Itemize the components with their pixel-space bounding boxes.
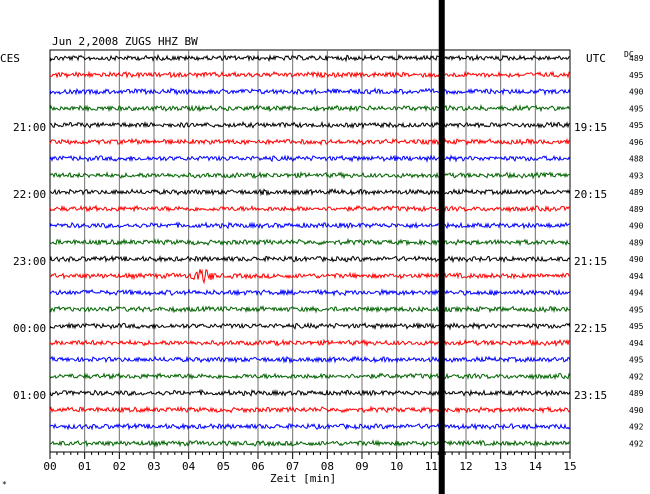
seismic-trace <box>49 154 571 164</box>
right-hour-label: 23:15 <box>574 389 607 402</box>
dc-column-label: DC <box>624 50 634 59</box>
right-hour-label: 21:15 <box>574 255 607 268</box>
seismic-trace <box>49 204 571 213</box>
time-marker <box>438 0 445 494</box>
chart-title: Jun 2,2008 ZUGS HHZ BW <box>52 35 198 48</box>
right-hour-label: 20:15 <box>574 188 607 201</box>
dc-offset-label: 488 <box>629 155 644 164</box>
dc-offset-label: 495 <box>629 322 644 331</box>
x-tick-label: 02 <box>113 460 126 473</box>
dc-offset-label: 494 <box>629 272 644 281</box>
x-tick-label: 03 <box>147 460 160 473</box>
plot-frame <box>49 49 571 453</box>
x-tick-label: 04 <box>182 460 196 473</box>
dc-offset-label: 489 <box>629 188 644 197</box>
right-hour-label: 19:15 <box>574 121 607 134</box>
x-tick-label: 14 <box>529 460 543 473</box>
seismic-trace <box>49 355 571 365</box>
seismic-trace <box>49 321 571 331</box>
dc-offset-label: 494 <box>629 339 644 348</box>
seismic-trace <box>49 268 571 285</box>
seismic-trace <box>49 422 571 431</box>
seismic-trace <box>49 171 570 180</box>
left-hour-label: 21:00 <box>13 121 46 134</box>
dc-offset-label: 496 <box>629 138 644 147</box>
x-tick-label: 05 <box>217 460 230 473</box>
left-hour-label: 01:00 <box>13 389 46 402</box>
seismic-trace <box>49 254 571 264</box>
x-tick-label: 10 <box>390 460 403 473</box>
left-hour-label: 22:00 <box>13 188 46 201</box>
dc-offset-label: 494 <box>629 289 644 298</box>
dc-offset-label: 493 <box>629 171 644 180</box>
dc-offset-label: 495 <box>629 356 644 365</box>
left-hour-label: 23:00 <box>13 255 46 268</box>
dc-offset-label: 490 <box>629 222 644 231</box>
x-tick-label: 12 <box>459 460 472 473</box>
x-tick-label: 08 <box>321 460 334 473</box>
x-tick-label: 07 <box>286 460 299 473</box>
seismic-trace <box>49 104 571 113</box>
dc-offset-label: 489 <box>629 389 644 398</box>
seismic-trace <box>49 188 571 197</box>
seismic-trace <box>49 237 571 247</box>
dc-offset-label: 489 <box>629 238 644 247</box>
dc-offset-label: 490 <box>629 88 644 97</box>
seismic-trace <box>49 53 571 63</box>
x-tick-label: 15 <box>563 460 576 473</box>
dc-offset-label: 492 <box>629 372 644 381</box>
seismic-trace <box>49 304 571 314</box>
seismic-trace <box>49 405 571 415</box>
seismic-trace <box>49 137 571 147</box>
dc-offset-label: 492 <box>629 423 644 432</box>
seismic-trace <box>49 371 571 381</box>
x-tick-label: 09 <box>355 460 368 473</box>
seismic-trace <box>49 120 570 130</box>
seismic-trace <box>49 70 571 79</box>
seismic-trace <box>49 338 571 348</box>
dc-offset-label: 495 <box>629 305 644 314</box>
left-hour-label: 00:00 <box>13 322 46 335</box>
left-axis-label: CES <box>0 52 20 65</box>
dc-offset-label: 490 <box>629 255 644 264</box>
right-axis-label: UTC <box>586 52 606 65</box>
seismic-trace <box>49 288 571 297</box>
seismic-trace <box>49 439 570 448</box>
x-tick-label: 11 <box>425 460 438 473</box>
dc-offset-label: 495 <box>629 71 644 80</box>
dc-offset-label: 495 <box>629 121 644 130</box>
x-tick-label: 00 <box>43 460 56 473</box>
dc-offset-label: 490 <box>629 406 644 415</box>
x-tick-label: 13 <box>494 460 507 473</box>
right-hour-label: 22:15 <box>574 322 607 335</box>
dc-offset-label: 489 <box>629 205 644 214</box>
dc-offset-label: 495 <box>629 104 644 113</box>
seismic-trace <box>49 388 571 398</box>
seismic-trace <box>49 87 571 96</box>
x-axis-title: Zeit [min] <box>270 472 336 485</box>
dc-offset-label: 489 <box>629 54 644 63</box>
corner-mark: * <box>2 480 7 489</box>
x-tick-label: 06 <box>251 460 264 473</box>
dc-offset-label: 492 <box>629 439 644 448</box>
x-tick-label: 01 <box>78 460 91 473</box>
seismic-trace <box>49 221 571 230</box>
